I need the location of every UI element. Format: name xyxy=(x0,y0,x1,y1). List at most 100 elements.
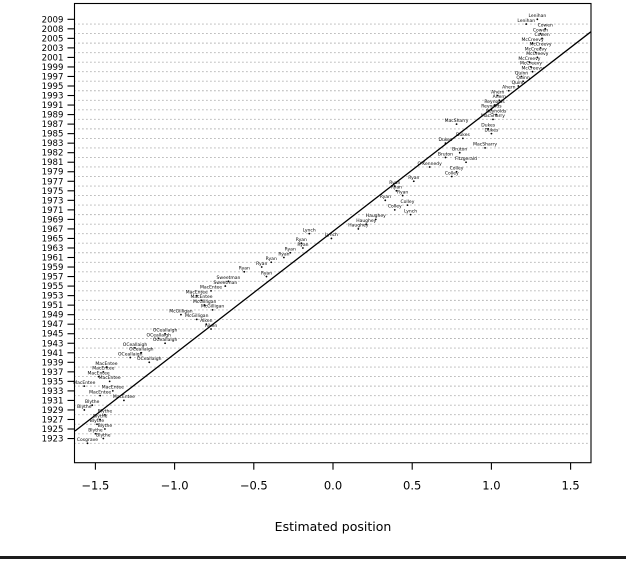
data-point xyxy=(401,194,404,197)
point-label: Blythe xyxy=(96,432,111,438)
data-point xyxy=(536,56,539,59)
point-label: Ryan xyxy=(389,180,400,186)
point-label: Reynolds xyxy=(486,108,507,114)
point-label: Dukes xyxy=(439,137,454,143)
point-label: Aiken xyxy=(205,323,218,329)
point-label: McCreevy xyxy=(522,66,544,72)
point-label: Ryan xyxy=(256,261,267,267)
data-point xyxy=(164,342,166,345)
point-label: Bruton xyxy=(452,146,467,152)
data-point xyxy=(428,166,431,168)
point-label: Reynolds xyxy=(484,99,505,105)
data-point xyxy=(108,380,111,383)
data-point xyxy=(384,199,387,202)
data-point xyxy=(289,251,292,254)
data-point xyxy=(531,70,534,73)
data-point xyxy=(487,127,490,130)
data-point xyxy=(365,223,368,226)
y-tick-label: 2009 xyxy=(42,15,64,25)
point-label: MacEntee xyxy=(190,294,212,300)
point-label: Cowen xyxy=(538,23,553,29)
x-axis: −1.5 −1.0 −0.5 0.0 0.5 1.0 1.5 xyxy=(81,462,580,493)
data-point xyxy=(484,147,486,149)
data-point xyxy=(490,108,493,111)
point-label: O'Kennedy xyxy=(417,161,442,167)
point-label: Haughey xyxy=(356,218,376,224)
data-point xyxy=(104,413,106,416)
data-point xyxy=(282,256,285,259)
point-label: Cowen xyxy=(533,27,548,33)
point-label: OCeallaigh xyxy=(153,328,178,334)
point-label: OCeallaigh xyxy=(118,351,143,357)
y-tick-label: 1925 xyxy=(42,425,64,435)
data-point xyxy=(111,389,114,392)
data-point xyxy=(374,218,377,221)
point-label: OCeallaigh xyxy=(129,347,154,353)
point-label: Cowen xyxy=(534,32,549,38)
data-point xyxy=(200,299,203,302)
point-label: Quinn xyxy=(512,80,525,86)
y-tick-label: 1935 xyxy=(42,377,64,387)
data-point xyxy=(525,23,528,25)
point-label: Ryan xyxy=(266,256,277,262)
point-label: Ryan xyxy=(278,251,289,257)
y-tick-label: 1987 xyxy=(42,120,64,130)
y-tick-label: 1947 xyxy=(42,320,64,330)
y-tick-label: 1933 xyxy=(42,387,64,397)
y-tick-label: 1949 xyxy=(42,311,64,321)
point-label: Aiken xyxy=(200,318,213,324)
data-point xyxy=(444,142,447,145)
y-tick-label: 1993 xyxy=(42,92,64,102)
data-point xyxy=(498,99,501,102)
data-point xyxy=(465,161,467,164)
point-label: Haughey xyxy=(366,213,386,219)
y-tick-label: 1995 xyxy=(42,82,64,92)
point-label: MacSharry xyxy=(481,113,505,119)
data-point xyxy=(270,261,273,264)
data-point xyxy=(393,208,396,211)
point-label: MacSharry xyxy=(473,142,497,148)
point-label: Colley xyxy=(445,170,459,176)
data-points: LenihanLenihanCowenCowenCowenMcCreevyMcC… xyxy=(73,13,553,445)
data-point xyxy=(99,394,102,397)
point-label: Lenihan xyxy=(517,18,535,24)
data-point xyxy=(490,132,493,135)
point-label: Colley xyxy=(401,199,415,205)
point-label: Ahern xyxy=(491,89,504,95)
y-tick-label: 1961 xyxy=(42,254,64,264)
point-label: Dukes xyxy=(484,127,499,133)
point-label: Blythe xyxy=(93,413,108,419)
data-point xyxy=(157,337,160,340)
point-label: McCreevy xyxy=(525,46,547,52)
point-label: Reynolds xyxy=(481,104,502,110)
point-label: McCreevy xyxy=(529,42,551,48)
data-point xyxy=(86,442,89,445)
data-point xyxy=(134,347,136,349)
data-point xyxy=(96,423,98,426)
data-point xyxy=(300,242,303,245)
y-tick-label: 2003 xyxy=(42,44,64,54)
point-label: Blythe xyxy=(98,423,113,429)
point-label: MacEntee xyxy=(113,394,135,400)
data-point xyxy=(180,313,182,316)
data-point xyxy=(140,351,143,354)
point-label: MacEntee xyxy=(88,370,110,376)
point-label: Ryan xyxy=(285,247,296,253)
point-label: OCeallaigh xyxy=(153,337,178,343)
y-tick-label: 1975 xyxy=(42,187,64,197)
point-label: Bruton xyxy=(438,151,453,157)
data-point xyxy=(83,409,86,411)
point-label: Ryan xyxy=(391,185,402,191)
y-tick-label: 1979 xyxy=(42,168,64,178)
point-label: Ahern xyxy=(493,94,506,100)
point-label: Ryan xyxy=(297,242,308,248)
regression-line xyxy=(74,31,592,432)
x-tick-label: 1.5 xyxy=(561,479,579,493)
x-tick-label: 1.0 xyxy=(482,479,500,493)
y-tick-label: 1965 xyxy=(42,234,64,244)
data-point xyxy=(357,228,360,230)
data-point xyxy=(164,332,166,335)
point-label: Ryan xyxy=(408,175,419,181)
y-tick-label: 1969 xyxy=(42,215,64,225)
